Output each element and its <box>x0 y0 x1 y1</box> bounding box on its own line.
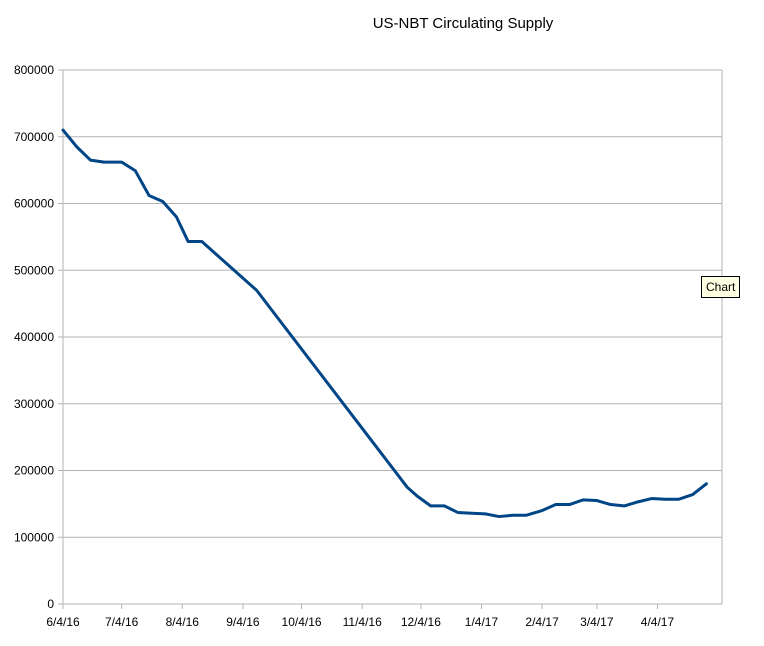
chart-tooltip: Chart <box>701 276 740 298</box>
y-tick-label-2: 200000 <box>14 464 54 478</box>
x-tick-label-1: 7/4/16 <box>105 615 139 629</box>
y-tick-label-1: 100000 <box>14 530 54 544</box>
y-tick-label-3: 300000 <box>14 397 54 411</box>
x-tick-label-2: 8/4/16 <box>166 615 200 629</box>
x-tick-label-5: 11/4/16 <box>343 615 382 629</box>
y-tick-label-5: 500000 <box>14 263 54 277</box>
axes <box>63 70 722 609</box>
x-tick-label-9: 3/4/17 <box>580 615 614 629</box>
x-tick-label-8: 2/4/17 <box>525 615 559 629</box>
x-tick-label-0: 6/4/16 <box>46 615 80 629</box>
chart-title: US-NBT Circulating Supply <box>373 15 554 32</box>
y-tick-label-4: 400000 <box>14 330 54 344</box>
y-tick-label-0: 0 <box>47 597 54 611</box>
y-tick-label-6: 600000 <box>14 197 54 211</box>
series <box>63 130 706 516</box>
series-line-0 <box>63 130 706 516</box>
x-axis-ticks: 6/4/16 7/4/16 8/4/16 9/4/16 10/4/16 11/4/16 12… <box>46 604 674 629</box>
x-tick-label-6: 12/4/16 <box>401 615 441 629</box>
y-tick-label-8: 800000 <box>14 63 54 77</box>
y-axis-ticks: 0 100000 200000 300000 400000 500000 600000 700… <box>14 63 63 611</box>
x-tick-label-4: 10/4/16 <box>282 615 322 629</box>
x-tick-label-7: 1/4/17 <box>465 615 499 629</box>
x-tick-label-3: 9/4/16 <box>226 615 260 629</box>
x-tick-label-10: 4/4/17 <box>641 615 675 629</box>
y-tick-label-7: 700000 <box>14 130 54 144</box>
